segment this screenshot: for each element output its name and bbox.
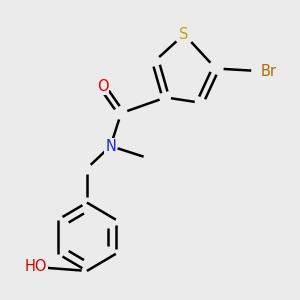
Text: S: S — [179, 27, 189, 42]
Text: N: N — [105, 139, 116, 154]
Text: O: O — [97, 80, 109, 94]
Text: Br: Br — [260, 64, 276, 79]
Text: HO: HO — [24, 260, 47, 274]
